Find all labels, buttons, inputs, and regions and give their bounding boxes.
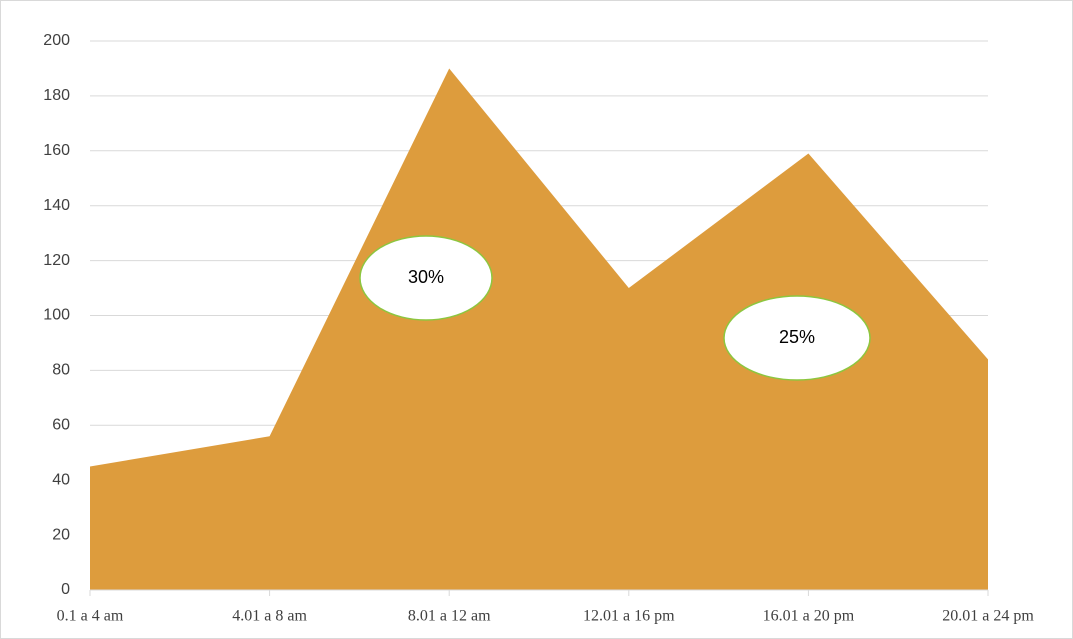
y-tick-label: 40 — [52, 471, 70, 488]
y-tick-label: 120 — [43, 252, 70, 269]
x-tick-label: 4.01 a 8 am — [232, 608, 307, 625]
annotation-bubble — [723, 295, 871, 381]
annotation-bubble — [359, 235, 493, 321]
x-tick-label: 8.01 a 12 am — [408, 608, 491, 625]
y-tick-label: 160 — [43, 142, 70, 159]
y-tick-label: 80 — [52, 362, 70, 379]
x-tick-label: 0.1 a 4 am — [57, 608, 124, 625]
y-tick-label: 0 — [61, 581, 70, 598]
y-tick-label: 200 — [43, 32, 70, 49]
x-tick-label: 16.01 a 20 pm — [763, 608, 855, 625]
y-tick-label: 140 — [43, 197, 70, 214]
y-tick-label: 100 — [43, 307, 70, 324]
annotation: 30% — [408, 267, 444, 287]
y-tick-label: 20 — [52, 526, 70, 543]
y-tick-label: 180 — [43, 87, 70, 104]
annotation: 25% — [779, 327, 815, 347]
area — [90, 68, 988, 590]
x-tick-label: 20.01 a 24 pm — [942, 608, 1034, 625]
y-tick-label: 60 — [52, 417, 70, 434]
x-tick-label: 12.01 a 16 pm — [583, 608, 675, 625]
